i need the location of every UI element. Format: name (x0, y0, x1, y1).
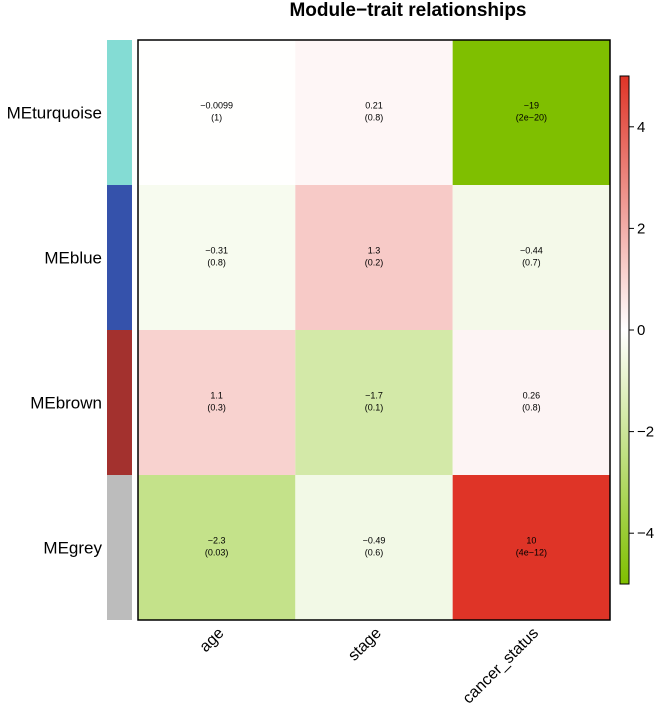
cell-pvalue-label: (0.6) (365, 548, 384, 558)
cell-pvalue-label: (0.03) (205, 548, 229, 558)
cell-value-label: −0.0099 (200, 101, 233, 111)
cell-value-label: 10 (526, 536, 536, 546)
cell-pvalue-label: (0.7) (522, 258, 541, 268)
chart-title: Module−trait relationships (289, 0, 526, 21)
cell-pvalue-label: (4e−12) (516, 548, 547, 558)
row-label: MEgrey (43, 539, 102, 558)
cell-pvalue-label: (0.2) (365, 258, 384, 268)
color-legend: −4 −2 0 2 4 (620, 76, 654, 584)
cell-value-label: −2.3 (208, 536, 226, 546)
cell-pvalue-label: (1) (211, 113, 222, 123)
cell-value-label: −19 (524, 101, 539, 111)
row-label: MEblue (44, 249, 102, 268)
legend-tick-label: 2 (637, 220, 645, 237)
cell-pvalue-label: (0.8) (365, 113, 384, 123)
legend-tick-label: −4 (637, 525, 654, 542)
cell-pvalue-label: (0.1) (365, 403, 384, 413)
module-color-bar-MEbrown (107, 330, 132, 475)
column-labels: age stage cancer_status (197, 625, 543, 708)
legend-tick-label: 4 (637, 119, 645, 136)
legend-color-bar (620, 76, 629, 584)
cell-value-label: 0.26 (523, 391, 541, 401)
legend-tick-label: 0 (637, 322, 645, 339)
cell-value-label: −0.44 (520, 246, 543, 256)
module-color-bar-MEgrey (107, 475, 132, 620)
row-label: MEturquoise (7, 104, 102, 123)
heatmap-cells: −0.0099 (1) 0.21 (0.8) −19 (2e−20) −0.31 (0.8) 1… (138, 40, 610, 620)
cell-pvalue-label: (0.8) (522, 403, 541, 413)
row-labels: MEturquoise MEblue MEbrown MEgrey (7, 104, 103, 558)
cell-value-label: 0.21 (365, 101, 383, 111)
cell-pvalue-label: (0.8) (207, 258, 226, 268)
cell-value-label: −1.7 (365, 391, 383, 401)
module-color-bar-MEturquoise (107, 40, 132, 185)
row-label: MEbrown (30, 394, 102, 413)
cell-value-label: −0.31 (205, 246, 228, 256)
cell-pvalue-label: (2e−20) (516, 113, 547, 123)
column-label: age (197, 625, 228, 656)
module-color-bar-MEblue (107, 185, 132, 330)
module-color-bars (107, 40, 132, 620)
cell-value-label: 1.1 (210, 391, 223, 401)
cell-pvalue-label: (0.3) (207, 403, 226, 413)
column-label: stage (345, 625, 385, 665)
cell-value-label: 1.3 (368, 246, 381, 256)
cell-value-label: −0.49 (363, 536, 386, 546)
legend-tick-label: −2 (637, 424, 654, 441)
column-label: cancer_status (460, 625, 542, 707)
